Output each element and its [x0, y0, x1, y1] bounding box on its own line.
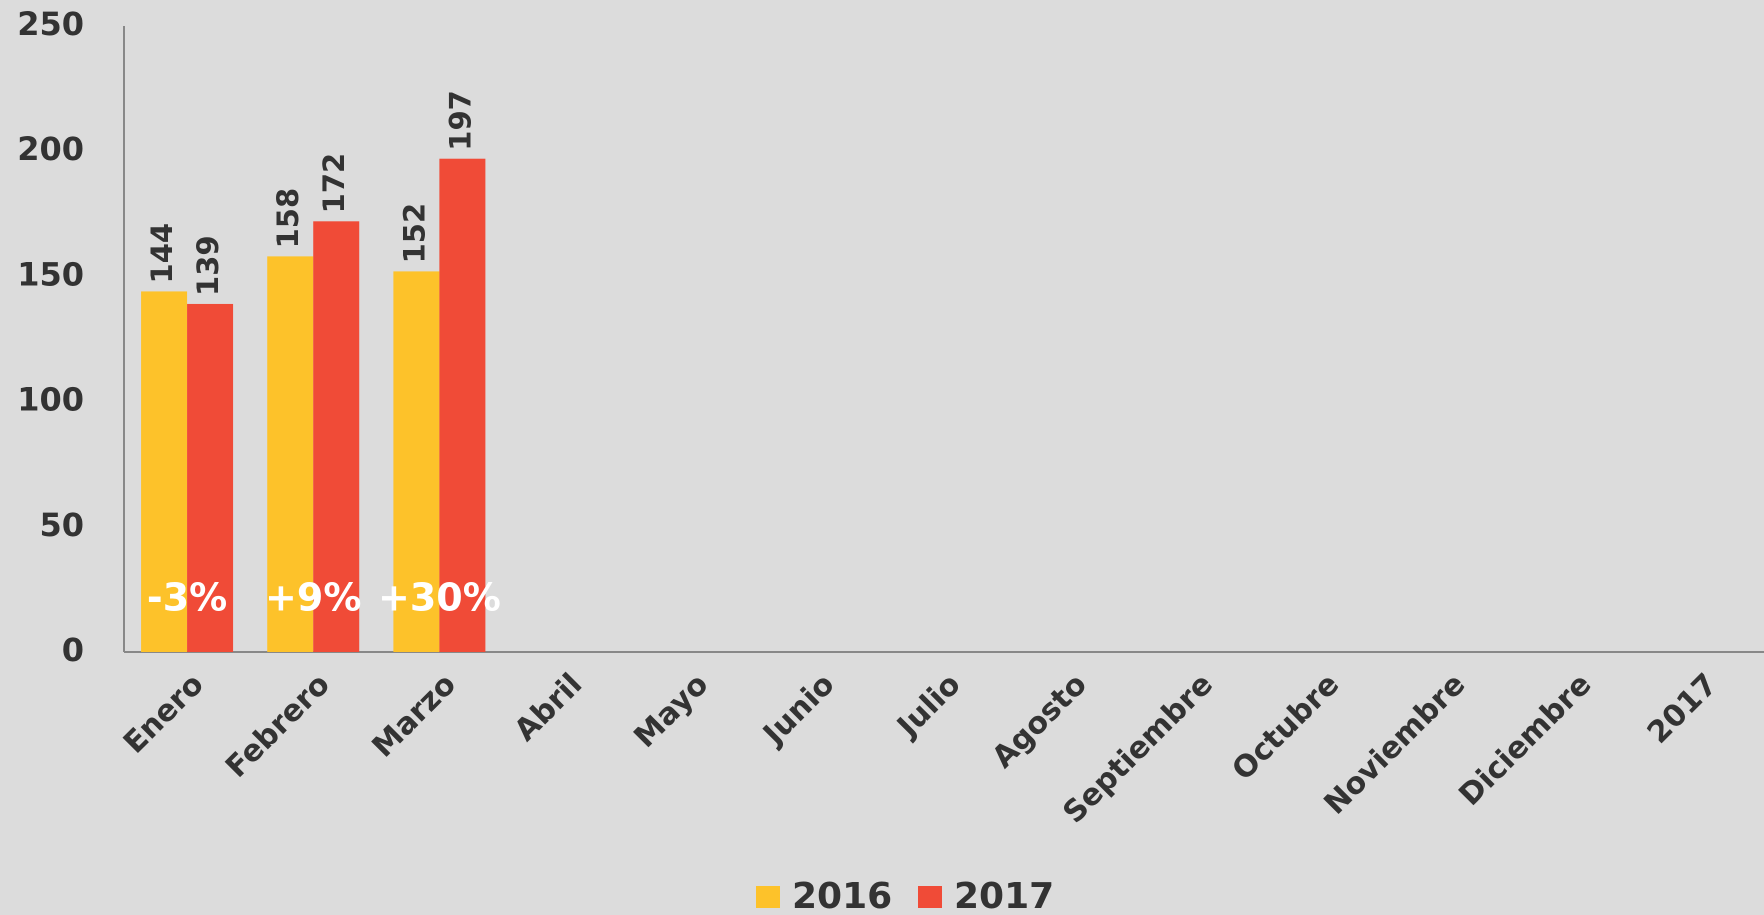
x-tick-label: Diciembre — [1452, 667, 1598, 813]
bar — [393, 271, 440, 652]
x-tick-label: 2017 — [1641, 667, 1725, 751]
legend-swatch — [918, 886, 942, 908]
legend-label: 2016 — [792, 876, 892, 915]
bar — [313, 221, 360, 652]
value-label: 144 — [145, 223, 179, 284]
legend-label: 2017 — [954, 876, 1054, 915]
x-tick-label: Julio — [889, 667, 967, 745]
value-label: 158 — [271, 188, 305, 249]
x-tick-label: Mayo — [627, 667, 715, 755]
change-label: -3% — [147, 576, 227, 620]
bar — [439, 158, 486, 652]
x-tick-label: Abril — [508, 667, 589, 748]
bar — [141, 291, 188, 652]
x-tick-label: Octubre — [1225, 667, 1346, 788]
x-tick-label: Febrero — [219, 667, 337, 785]
y-tick-label: 150 — [17, 255, 84, 293]
x-tick-label: Agosto — [986, 667, 1094, 775]
legend-swatch — [756, 886, 780, 908]
x-tick-label: Junio — [755, 667, 841, 753]
bar — [267, 256, 314, 652]
y-tick-label: 100 — [17, 381, 84, 419]
bar — [187, 303, 234, 652]
y-tick-label: 0 — [62, 631, 84, 669]
y-tick-label: 200 — [17, 130, 84, 168]
y-tick-label: 50 — [39, 506, 84, 544]
x-tick-label: Marzo — [365, 667, 463, 765]
value-label: 139 — [191, 235, 225, 296]
x-tick-label: Enero — [117, 667, 211, 761]
value-label: 197 — [443, 90, 477, 151]
y-tick-label: 250 — [17, 5, 84, 43]
change-label: +30% — [378, 576, 501, 620]
value-label: 152 — [397, 203, 431, 264]
value-label: 172 — [317, 153, 351, 214]
change-label: +9% — [265, 576, 361, 620]
